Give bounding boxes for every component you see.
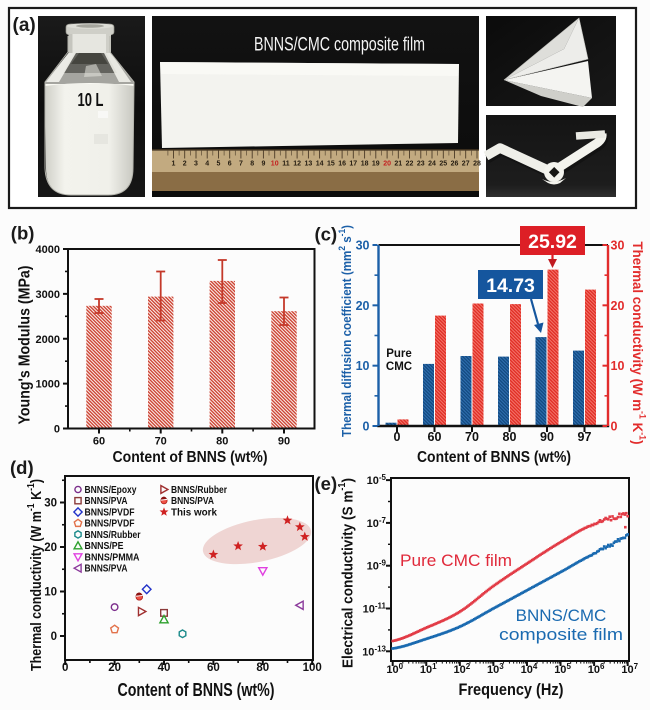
svg-text:12: 12	[293, 161, 301, 168]
svg-text:60: 60	[93, 436, 105, 448]
svg-text:6: 6	[228, 161, 232, 168]
svg-text:0: 0	[51, 631, 57, 643]
svg-text:0: 0	[62, 662, 68, 674]
svg-text:15: 15	[327, 161, 335, 168]
svg-text:BNNS/PE: BNNS/PE	[85, 540, 124, 552]
svg-text:BNNS/PVDF: BNNS/PVDF	[85, 506, 135, 518]
svg-text:25: 25	[439, 161, 447, 168]
svg-text:This work: This work	[171, 506, 217, 518]
svg-text:2: 2	[183, 161, 187, 168]
svg-text:4: 4	[205, 161, 209, 168]
svg-text:3: 3	[194, 161, 198, 168]
svg-text:25.92: 25.92	[528, 231, 577, 253]
svg-text:23: 23	[417, 161, 425, 168]
svg-text:(d): (d)	[10, 457, 34, 478]
svg-text:CMC: CMC	[386, 361, 412, 373]
svg-text:20: 20	[108, 662, 121, 674]
svg-text:80: 80	[256, 662, 269, 674]
svg-text:100: 100	[303, 662, 322, 674]
svg-text:Electrical conductivity (S m-1: Electrical conductivity (S m-1)	[337, 478, 357, 668]
svg-text:Thermal diffusion coefficient: Thermal diffusion coefficient (mm2 s-1)	[337, 225, 354, 437]
svg-text:21: 21	[394, 161, 402, 168]
svg-text:(e): (e)	[315, 473, 338, 494]
svg-text:BNNS/PMMA: BNNS/PMMA	[85, 551, 140, 563]
svg-text:BNNS/PVA: BNNS/PVA	[171, 495, 214, 507]
svg-text:2000: 2000	[36, 334, 60, 346]
svg-text:(c): (c)	[315, 224, 338, 245]
svg-text:Pure: Pure	[386, 348, 412, 360]
svg-text:26: 26	[451, 161, 459, 168]
svg-text:10: 10	[611, 359, 625, 373]
svg-text:16: 16	[338, 161, 346, 168]
svg-text:Thermal conductivity (W m-1 K-: Thermal conductivity (W m-1 K-1)	[26, 479, 45, 671]
svg-text:BNNS/Rubber: BNNS/Rubber	[85, 529, 141, 541]
svg-text:10: 10	[356, 359, 370, 373]
svg-text:7: 7	[239, 161, 243, 168]
svg-text:5: 5	[217, 161, 221, 168]
svg-text:0: 0	[363, 420, 370, 434]
svg-text:BNNS/Rubber: BNNS/Rubber	[171, 484, 227, 496]
svg-text:10: 10	[44, 587, 57, 599]
svg-text:Content of BNNS (wt%): Content of BNNS (wt%)	[417, 449, 571, 466]
svg-text:22: 22	[406, 161, 414, 168]
svg-text:BNNS/CMC composite film: BNNS/CMC composite film	[254, 35, 425, 56]
svg-text:80: 80	[216, 436, 228, 448]
svg-text:Thermal conductivity (W m-1 K-: Thermal conductivity (W m-1 K-1)	[630, 242, 648, 445]
svg-text:8: 8	[250, 161, 254, 168]
svg-text:14: 14	[316, 161, 324, 168]
svg-text:70: 70	[155, 436, 167, 448]
svg-text:BNNS/PVA: BNNS/PVA	[85, 495, 128, 507]
svg-text:30: 30	[44, 498, 57, 510]
svg-text:Content of BNNS (wt%): Content of BNNS (wt%)	[118, 680, 275, 700]
svg-text:40: 40	[158, 662, 171, 674]
svg-text:1000: 1000	[36, 379, 60, 391]
svg-text:0: 0	[394, 430, 401, 444]
svg-text:0: 0	[54, 424, 60, 436]
svg-text:20: 20	[356, 299, 370, 313]
svg-text:0: 0	[611, 420, 618, 434]
svg-text:30: 30	[611, 239, 625, 253]
svg-text:20: 20	[611, 299, 625, 313]
svg-text:(a): (a)	[13, 15, 36, 36]
svg-text:BNNS/CMC: BNNS/CMC	[516, 606, 607, 625]
svg-text:19: 19	[372, 161, 380, 168]
svg-text:11: 11	[282, 161, 290, 168]
svg-text:1: 1	[172, 161, 176, 168]
svg-text:BNNS/PVDF: BNNS/PVDF	[85, 518, 135, 530]
svg-text:28: 28	[473, 161, 481, 168]
svg-text:70: 70	[465, 430, 479, 444]
svg-text:9: 9	[261, 161, 265, 168]
svg-text:4000: 4000	[36, 244, 60, 256]
svg-text:composite film: composite film	[499, 625, 623, 644]
svg-text:90: 90	[540, 430, 554, 444]
svg-text:(b): (b)	[11, 223, 35, 244]
svg-text:80: 80	[503, 430, 517, 444]
svg-text:60: 60	[207, 662, 220, 674]
svg-text:30: 30	[356, 239, 370, 253]
svg-text:90: 90	[278, 436, 290, 448]
svg-text:14.73: 14.73	[486, 275, 535, 297]
svg-text:BNNS/Epoxy: BNNS/Epoxy	[85, 484, 137, 496]
svg-text:3000: 3000	[36, 289, 60, 301]
svg-text:Frequency (Hz): Frequency (Hz)	[459, 681, 564, 699]
svg-text:17: 17	[349, 161, 357, 168]
svg-text:BNNS/PVA: BNNS/PVA	[85, 563, 128, 575]
svg-text:20: 20	[44, 542, 57, 554]
svg-text:Young's Modulus (MPa): Young's Modulus (MPa)	[17, 266, 34, 425]
svg-text:97: 97	[578, 430, 592, 444]
svg-text:10 L: 10 L	[78, 90, 104, 110]
svg-text:20: 20	[383, 161, 391, 168]
svg-text:Content of BNNS (wt%): Content of BNNS (wt%)	[113, 449, 268, 466]
svg-text:13: 13	[305, 161, 313, 168]
svg-text:24: 24	[428, 161, 436, 168]
svg-text:60: 60	[428, 430, 442, 444]
svg-text:27: 27	[462, 161, 470, 168]
svg-text:10: 10	[271, 161, 279, 168]
svg-text:Pure CMC film: Pure CMC film	[400, 551, 512, 570]
svg-text:18: 18	[361, 161, 369, 168]
